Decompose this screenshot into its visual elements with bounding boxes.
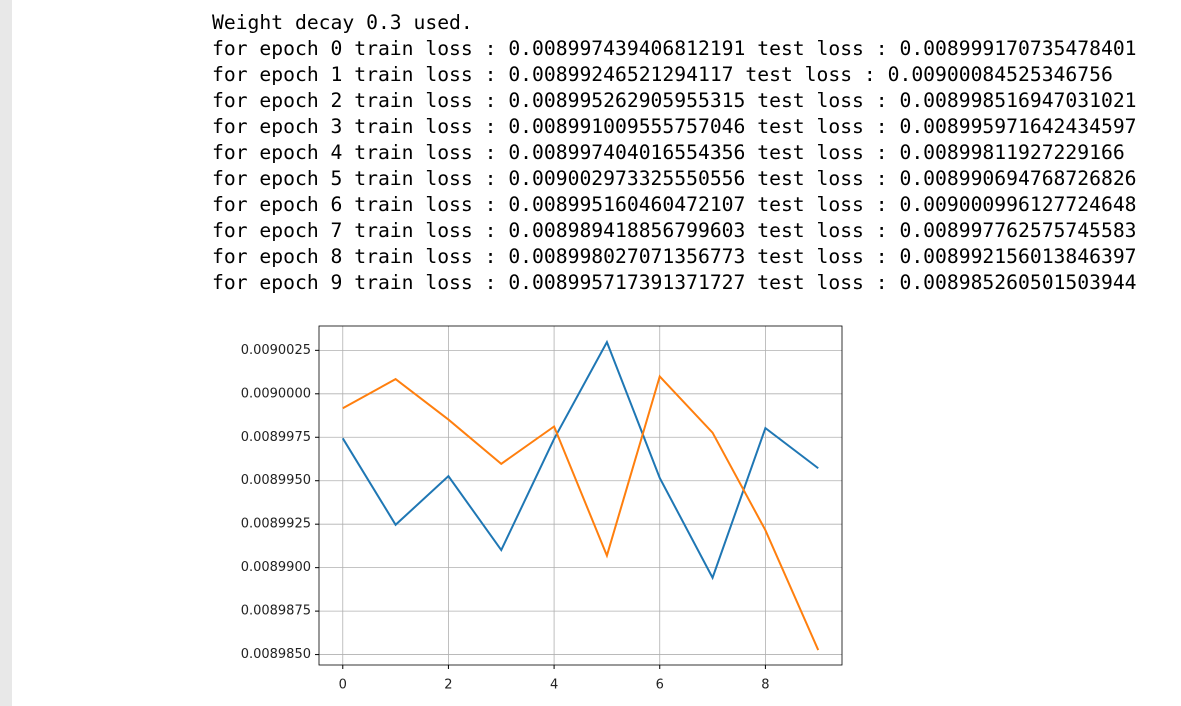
log-line: for epoch 6 train loss : 0.0089951604604… bbox=[212, 193, 1137, 216]
y-tick-label: 0.0090025 bbox=[241, 343, 311, 358]
y-tick-label: 0.0089900 bbox=[241, 560, 311, 575]
y-tick-label: 0.0089850 bbox=[241, 647, 311, 662]
log-line: Weight decay 0.3 used. bbox=[212, 11, 473, 34]
line-series bbox=[342, 374, 820, 651]
log-line: for epoch 5 train loss : 0.0090029733255… bbox=[212, 167, 1137, 190]
plot-frame bbox=[318, 325, 843, 666]
y-tick-label: 0.0089925 bbox=[241, 517, 311, 532]
x-tick-label: 0 bbox=[339, 678, 347, 693]
log-line: for epoch 3 train loss : 0.0089910095557… bbox=[212, 115, 1137, 138]
y-tick-label: 0.0090000 bbox=[241, 386, 311, 401]
x-tick-label: 8 bbox=[761, 678, 769, 693]
y-tick-label: 0.0089975 bbox=[241, 430, 311, 445]
log-line: for epoch 2 train loss : 0.0089952629059… bbox=[212, 89, 1137, 112]
log-line: for epoch 9 train loss : 0.0089957173913… bbox=[212, 271, 1137, 294]
line-series bbox=[341, 339, 819, 581]
log-line: for epoch 7 train loss : 0.0089894188567… bbox=[212, 219, 1137, 242]
x-tick-label: 4 bbox=[550, 678, 558, 693]
cell-gutter bbox=[0, 0, 12, 706]
y-tick-label: 0.0089950 bbox=[241, 473, 311, 488]
y-tick-label: 0.0089875 bbox=[241, 604, 311, 619]
log-line: for epoch 4 train loss : 0.0089974040165… bbox=[212, 141, 1125, 164]
log-line: for epoch 8 train loss : 0.0089980270713… bbox=[212, 245, 1137, 268]
log-line: for epoch 1 train loss : 0.0089924652129… bbox=[212, 63, 1113, 86]
x-tick-label: 2 bbox=[444, 678, 452, 693]
log-line: for epoch 0 train loss : 0.0089974394068… bbox=[212, 37, 1137, 60]
x-tick-label: 6 bbox=[656, 678, 664, 693]
